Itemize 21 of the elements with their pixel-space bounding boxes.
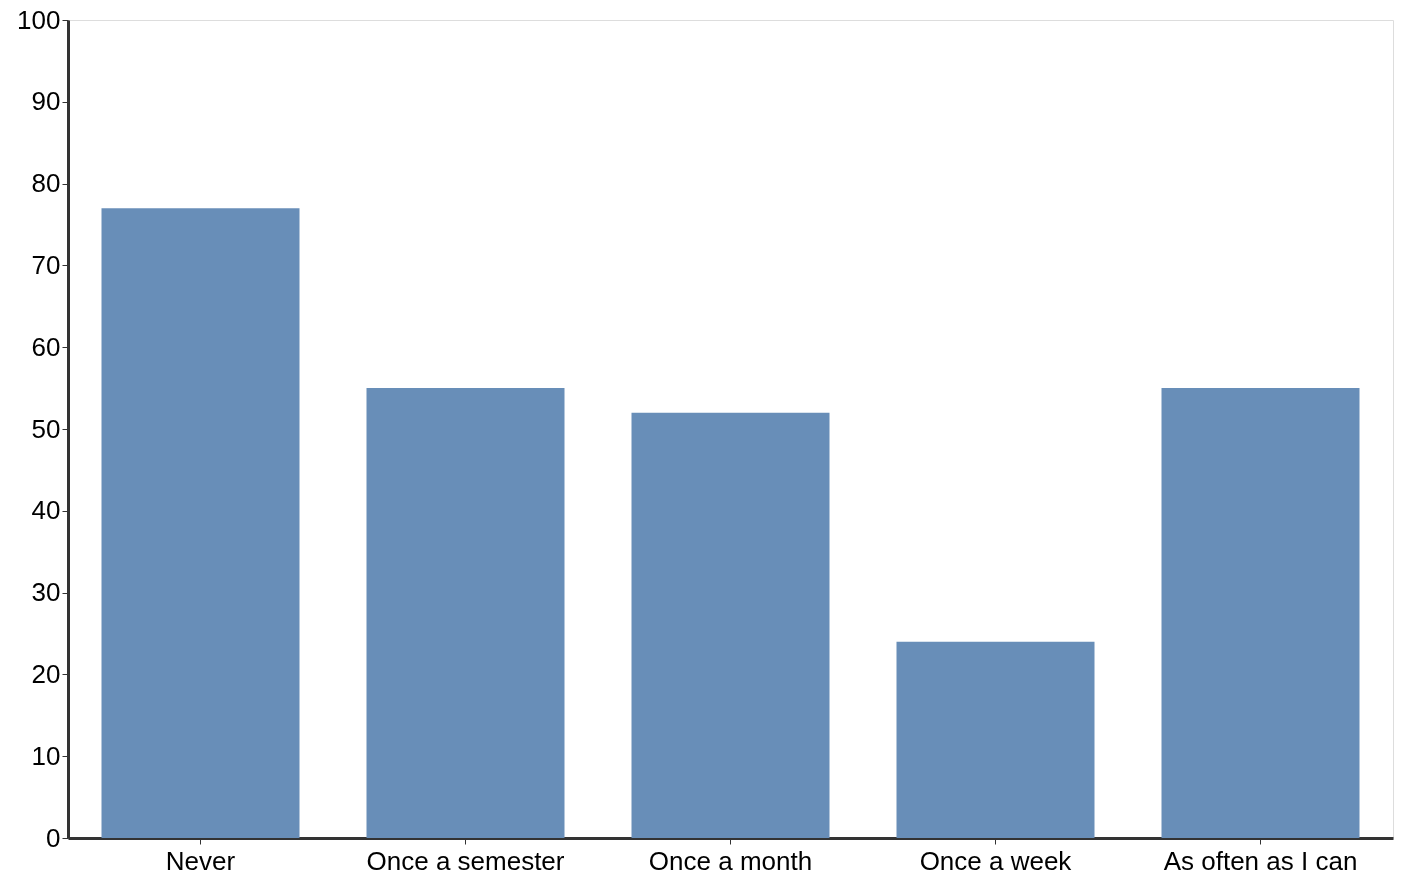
- bar: [101, 208, 300, 838]
- x-tick-label: Never: [165, 845, 236, 876]
- x-tick-label: As often as I can: [1163, 845, 1358, 876]
- y-tick-label: 10: [31, 740, 61, 771]
- y-tick-label: 20: [31, 658, 61, 689]
- bar: [896, 641, 1095, 838]
- bar: [1161, 388, 1360, 838]
- bar: [366, 388, 565, 838]
- x-tick-label: Once a semester: [366, 845, 565, 876]
- y-tick-label: 0: [46, 822, 61, 853]
- bar: [631, 412, 830, 838]
- y-tick-label: 40: [31, 495, 61, 526]
- y-tick-label: 100: [17, 4, 61, 35]
- y-tick-label: 80: [31, 168, 61, 199]
- x-tick-label: Once a month: [648, 845, 813, 876]
- y-tick-label: 90: [31, 86, 61, 117]
- y-tick-label: 60: [31, 331, 61, 362]
- y-tick-label: 50: [31, 413, 61, 444]
- y-tick-label: 30: [31, 577, 61, 608]
- x-tick-label: Once a week: [919, 845, 1073, 876]
- y-tick-label: 70: [31, 249, 61, 280]
